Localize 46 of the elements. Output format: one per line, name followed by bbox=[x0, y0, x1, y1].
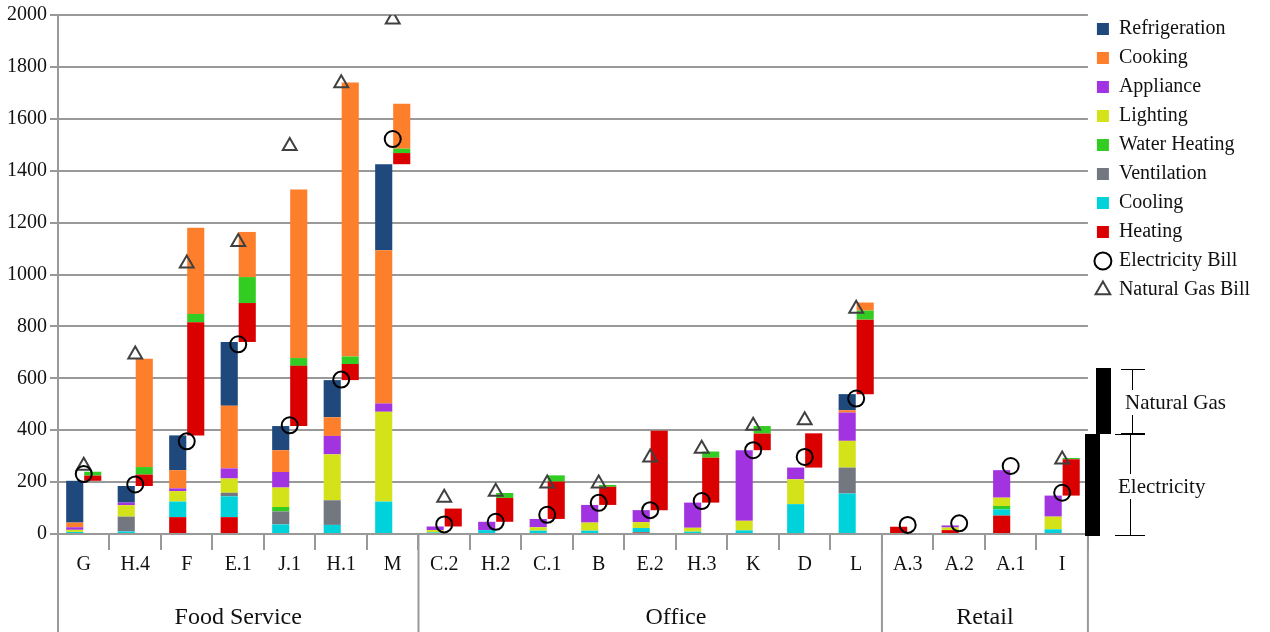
legend-label: Ventilation bbox=[1118, 161, 1207, 184]
x-tick-label: A.2 bbox=[944, 552, 974, 575]
text: Retail bbox=[956, 603, 1014, 630]
x-tick-label: H.1 bbox=[326, 552, 356, 575]
y-tick-label: 1600 bbox=[7, 106, 47, 129]
text: Natural Gas bbox=[1125, 390, 1226, 415]
x-tick-label: I bbox=[1058, 552, 1066, 575]
text: Office bbox=[645, 603, 707, 630]
text: Electricity bbox=[1118, 474, 1206, 499]
legend-label: Lighting bbox=[1118, 103, 1188, 127]
x-tick-label: D bbox=[797, 552, 812, 575]
x-tick-label: C.2 bbox=[430, 552, 459, 575]
x-tick-label: A.1 bbox=[995, 552, 1026, 575]
legend-label: Natural Gas Bill bbox=[1118, 277, 1251, 300]
x-tick-label: L bbox=[850, 552, 863, 575]
x-tick-label: E.2 bbox=[636, 552, 664, 575]
y-tick-label: 200 bbox=[17, 469, 47, 492]
legend-label: Refrigeration bbox=[1118, 16, 1226, 40]
legend-label: Cooking bbox=[1118, 45, 1188, 69]
y-tick-label: 0 bbox=[37, 521, 47, 544]
legend-label: Electricity Bill bbox=[1118, 248, 1238, 272]
x-tick-label: H.3 bbox=[686, 552, 717, 575]
y-tick-label: 2000 bbox=[7, 2, 47, 25]
x-tick-label: E.1 bbox=[224, 552, 252, 575]
legend-label: Appliance bbox=[1118, 74, 1202, 98]
y-tick-label: 1800 bbox=[7, 54, 47, 77]
x-tick-label: K bbox=[745, 552, 761, 575]
x-tick-label: G bbox=[76, 552, 91, 575]
x-tick-label: A.3 bbox=[892, 552, 923, 575]
y-tick-label: 1200 bbox=[7, 209, 47, 232]
x-tick-label: H.4 bbox=[120, 552, 150, 575]
legend-label: Cooling bbox=[1118, 190, 1184, 214]
legend-label: Heating bbox=[1118, 219, 1183, 243]
y-tick-label: 600 bbox=[17, 365, 47, 388]
x-tick-label: H.2 bbox=[480, 552, 511, 575]
text: Food Service bbox=[174, 603, 302, 630]
x-tick-label: B bbox=[592, 552, 606, 575]
y-tick-label: 1400 bbox=[7, 157, 47, 180]
legend-label: Water Heating bbox=[1118, 132, 1235, 156]
x-tick-label: M bbox=[383, 552, 402, 575]
x-tick-label: F bbox=[181, 552, 193, 575]
x-tick-label: J.1 bbox=[278, 552, 302, 575]
y-tick-label: 1000 bbox=[7, 261, 47, 284]
x-tick-label: C.1 bbox=[533, 552, 562, 575]
y-tick-label: 800 bbox=[17, 313, 47, 336]
y-tick-label: 400 bbox=[17, 417, 47, 440]
